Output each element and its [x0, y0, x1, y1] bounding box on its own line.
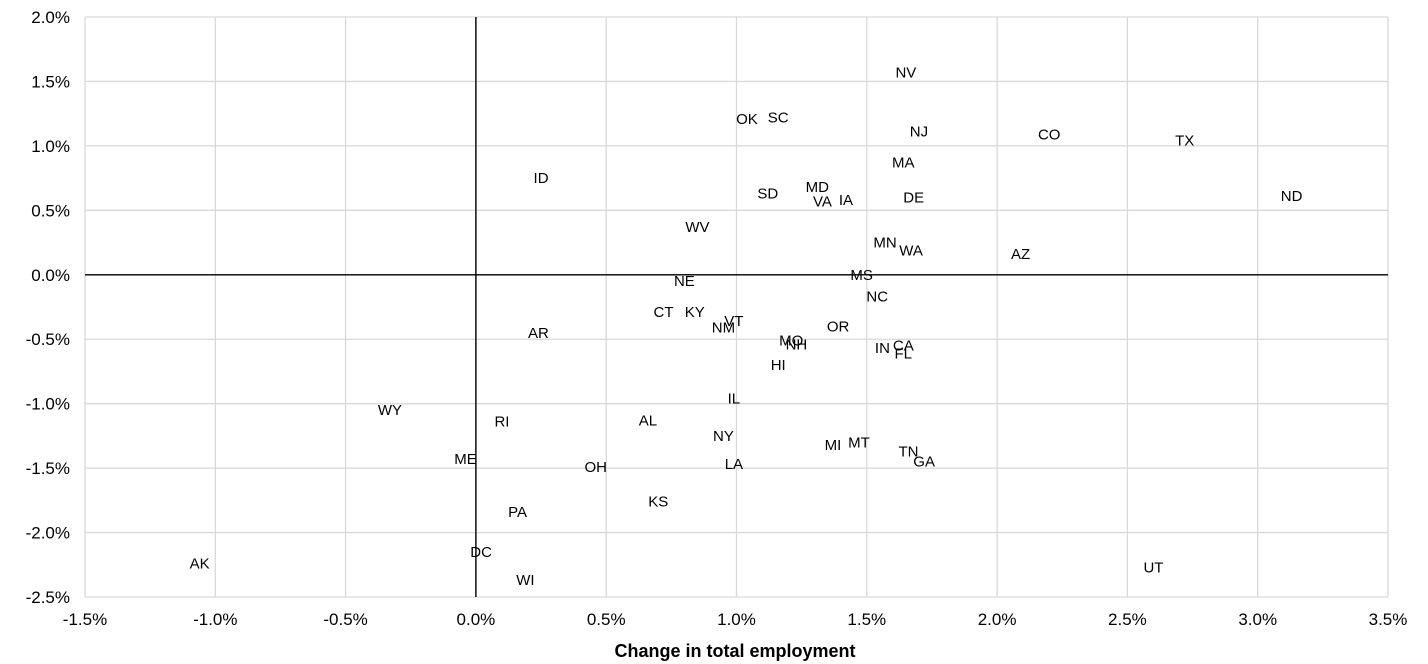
y-tick-label: -2.0%	[26, 524, 70, 543]
data-point-mo: MO	[779, 333, 803, 350]
data-point-ne: NE	[674, 273, 695, 290]
data-point-wv: WV	[685, 219, 709, 236]
data-point-pa: PA	[508, 504, 527, 521]
y-tick-label: -0.5%	[26, 330, 70, 349]
y-tick-label: 1.0%	[31, 137, 70, 156]
y-tick-label: 0.5%	[31, 201, 70, 220]
y-tick-labels: 2.0% 1.5% 1.0% 0.5% 0.0% -0.5% -1.0% -1.5% -2.0%…	[26, 8, 70, 607]
data-point-nm: NM	[712, 320, 735, 337]
x-tick-label: -0.5%	[323, 610, 367, 629]
data-point-la: LA	[725, 456, 743, 473]
y-tick-label: -1.0%	[26, 395, 70, 414]
data-point-ky: KY	[685, 304, 705, 321]
x-axis-title: Change in total employment	[614, 641, 855, 661]
x-tick-label: -1.5%	[63, 610, 107, 629]
data-point-mt: MT	[848, 434, 870, 451]
data-point-co: CO	[1038, 126, 1061, 143]
x-tick-label: 1.0%	[717, 610, 756, 629]
data-point-ar: AR	[528, 325, 549, 342]
data-point-vt: VT	[724, 313, 743, 330]
data-point-ut: UT	[1143, 559, 1163, 576]
data-point-ms: MS	[850, 267, 873, 284]
data-point-ny: NY	[713, 428, 734, 445]
data-point-wa: WA	[899, 242, 923, 259]
data-point-va: VA	[813, 193, 832, 210]
data-point-nj: NJ	[910, 124, 928, 141]
data-point-ct: CT	[654, 304, 674, 321]
data-point-tx: TX	[1175, 133, 1194, 150]
data-point-nd: ND	[1281, 188, 1303, 205]
y-tick-label: 1.5%	[31, 72, 70, 91]
data-point-al: AL	[639, 412, 657, 429]
data-point-mi: MI	[825, 437, 842, 454]
data-point-or: OR	[827, 318, 850, 335]
x-tick-label: 1.5%	[847, 610, 886, 629]
data-point-me: ME	[454, 451, 477, 468]
data-point-wy: WY	[378, 402, 402, 419]
data-point-md: MD	[806, 179, 829, 196]
data-point-ks: KS	[648, 494, 668, 511]
data-point-nh: NH	[786, 336, 808, 353]
x-tick-label: 0.0%	[457, 610, 496, 629]
data-point-mn: MN	[873, 235, 896, 252]
data-point-az: AZ	[1011, 246, 1030, 263]
x-tick-label: 2.5%	[1108, 610, 1147, 629]
x-tick-label: 0.5%	[587, 610, 626, 629]
x-tick-labels: -1.5% -1.0% -0.5% 0.0% 0.5% 1.0% 1.5% 2.0% 2.5% 3…	[63, 610, 1408, 629]
axis-lines	[85, 17, 1388, 597]
x-tick-label: 3.0%	[1238, 610, 1277, 629]
data-point-nc: NC	[866, 289, 888, 306]
data-point-sc: SC	[768, 110, 789, 127]
data-point-ak: AK	[190, 555, 210, 572]
data-point-ca: CA	[893, 338, 914, 355]
data-point-ia: IA	[839, 192, 853, 209]
x-tick-label: 3.5%	[1369, 610, 1408, 629]
data-point-ok: OK	[736, 111, 758, 128]
data-point-ri: RI	[494, 414, 509, 431]
x-tick-label: 2.0%	[978, 610, 1017, 629]
data-point-il: IL	[728, 391, 741, 408]
data-point-dc: DC	[470, 544, 492, 561]
data-point-id: ID	[534, 170, 549, 187]
data-point-oh: OH	[585, 459, 608, 476]
data-point-fl: FL	[895, 345, 913, 362]
data-point-de: DE	[903, 189, 924, 206]
y-tick-label: -1.5%	[26, 459, 70, 478]
data-point-ga: GA	[913, 454, 935, 471]
y-tick-label: -2.5%	[26, 588, 70, 607]
grid-lines	[84, 16, 1389, 598]
data-point-in: IN	[875, 340, 890, 357]
y-tick-label: 2.0%	[31, 8, 70, 27]
data-point-wi: WI	[516, 572, 534, 589]
x-tick-label: -1.0%	[193, 610, 237, 629]
y-tick-label: 0.0%	[31, 266, 70, 285]
data-point-nv: NV	[895, 64, 916, 81]
data-point-hi: HI	[771, 357, 786, 374]
data-point-sd: SD	[757, 186, 778, 203]
data-point-ma: MA	[892, 155, 915, 172]
data-point-tn: TN	[898, 443, 918, 460]
